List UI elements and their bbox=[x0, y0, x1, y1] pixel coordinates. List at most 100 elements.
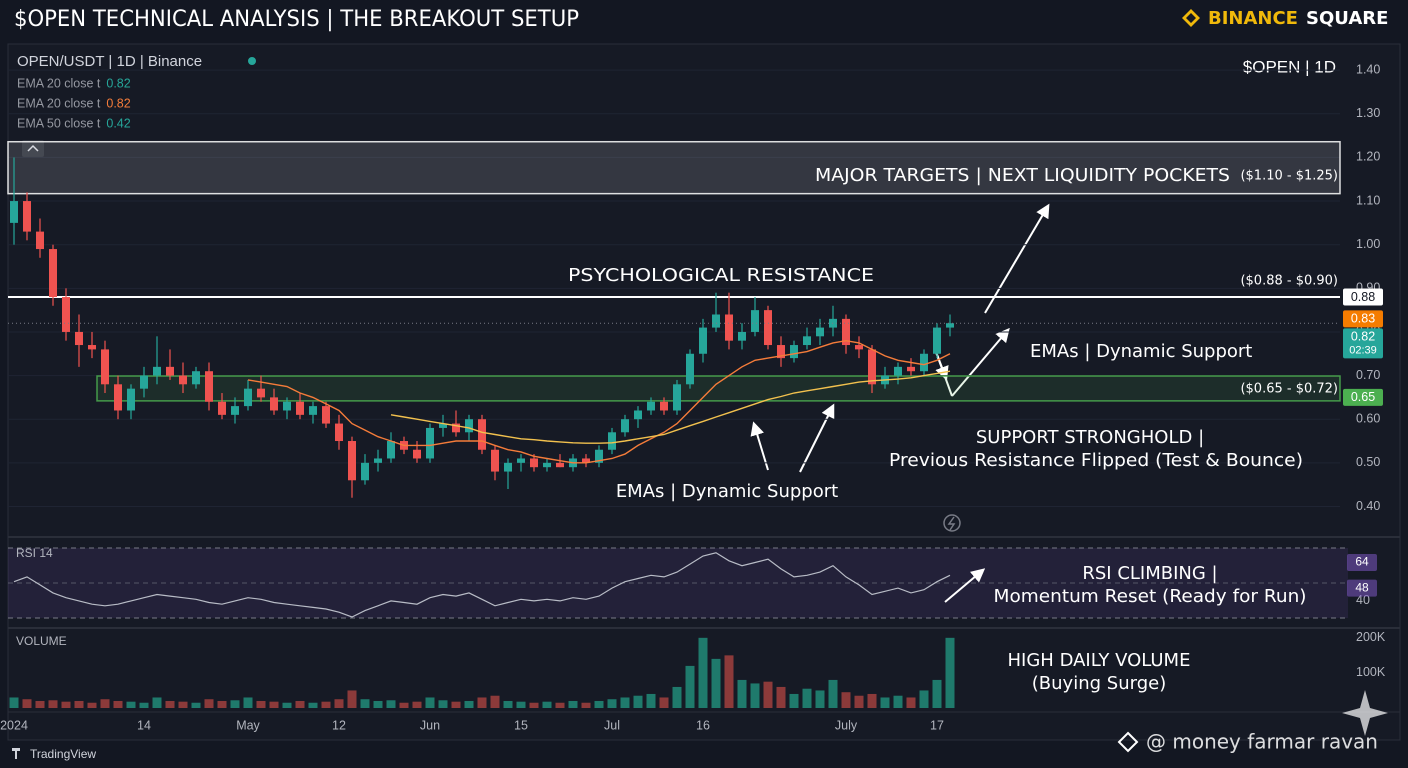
candle-body bbox=[699, 327, 707, 354]
candle-body bbox=[309, 406, 317, 415]
volume-bar bbox=[815, 690, 825, 708]
candle-body bbox=[660, 401, 668, 411]
volume-bar bbox=[282, 702, 292, 708]
volume-bar bbox=[555, 702, 565, 708]
volume-bar bbox=[828, 679, 838, 708]
candle-body bbox=[101, 349, 109, 385]
candle-body bbox=[465, 419, 473, 433]
collapse-button[interactable] bbox=[22, 140, 44, 157]
legend-value: 0.42 bbox=[106, 116, 130, 130]
candle-body bbox=[725, 314, 733, 341]
volume-bar bbox=[48, 700, 58, 708]
sparkle-icon bbox=[1342, 690, 1388, 736]
volume-bar bbox=[126, 701, 136, 708]
annotation: ($0.65 - $0.72) bbox=[1240, 382, 1338, 397]
volume-bar bbox=[178, 701, 188, 708]
price-zone bbox=[7, 140, 1341, 195]
candle-body bbox=[114, 384, 122, 411]
volume-bar bbox=[542, 701, 552, 708]
annotation: PSYCHOLOGICAL RESISTANCE bbox=[568, 265, 874, 286]
volume-bar bbox=[100, 699, 110, 708]
volume-bar bbox=[698, 637, 708, 708]
annotation: SUPPORT STRONGHOLD | bbox=[976, 427, 1204, 448]
symbol-label: $OPEN | 1D bbox=[1243, 57, 1336, 76]
candle-body bbox=[686, 353, 694, 385]
annotation: ($0.88 - $0.90) bbox=[1240, 274, 1338, 289]
volume-bar bbox=[386, 700, 396, 708]
volume-bar bbox=[711, 658, 721, 708]
legend-value: 0.82 bbox=[106, 96, 130, 110]
annotation-arrows bbox=[750, 203, 1050, 603]
volume-bar bbox=[646, 693, 656, 708]
volume-bar bbox=[789, 693, 799, 708]
price-badge bbox=[1343, 310, 1383, 328]
volume-bar bbox=[529, 702, 539, 708]
volume-bar bbox=[399, 702, 409, 708]
rsi-badge bbox=[1347, 579, 1377, 597]
chart-frame bbox=[7, 43, 1401, 741]
x-tick-label: 12 bbox=[332, 718, 346, 732]
volume-bar bbox=[243, 697, 253, 708]
candle-body bbox=[426, 427, 434, 459]
volume-bar bbox=[685, 665, 695, 708]
rsi-line bbox=[13, 552, 951, 618]
volume-bar bbox=[880, 697, 890, 708]
symbol-title: OPEN/USDT | 1D | Binance bbox=[17, 53, 202, 70]
y-tick-label: 100K bbox=[1356, 665, 1386, 679]
annotation: HIGH DAILY VOLUME bbox=[1008, 650, 1191, 671]
candle-body bbox=[231, 406, 239, 415]
x-tick-label: 15 bbox=[514, 718, 528, 732]
volume-bar bbox=[503, 700, 513, 708]
volume-bar bbox=[295, 700, 305, 708]
annotation: Momentum Reset (Ready for Run) bbox=[994, 586, 1307, 607]
collapse-icon bbox=[27, 144, 39, 152]
x-tick-label: 2024 bbox=[0, 718, 28, 732]
volume-bar bbox=[932, 679, 942, 708]
candle-body bbox=[179, 375, 187, 385]
volume-bar bbox=[35, 700, 45, 708]
y-tick-label: 40 bbox=[1356, 593, 1370, 607]
volume-bar bbox=[256, 700, 266, 708]
price-badge bbox=[1343, 388, 1383, 406]
volume-bar bbox=[841, 692, 851, 708]
candle-body bbox=[582, 458, 590, 463]
candle-body bbox=[530, 458, 538, 468]
x-tick-label: 16 bbox=[696, 718, 710, 732]
candle-body bbox=[452, 423, 460, 433]
candle-body bbox=[673, 384, 681, 411]
candle-body bbox=[348, 441, 356, 481]
brand-name: SQUARE bbox=[1306, 8, 1388, 29]
candle-body bbox=[816, 327, 824, 337]
x-tick-label: 14 bbox=[137, 718, 151, 732]
y-tick-label: 0.40 bbox=[1356, 499, 1380, 513]
volume-bar bbox=[22, 699, 32, 708]
candle-body bbox=[621, 419, 629, 433]
candle-body bbox=[608, 432, 616, 450]
candle-body bbox=[75, 331, 83, 346]
volume-bar bbox=[438, 700, 448, 708]
rsi-badge bbox=[1347, 553, 1377, 571]
candle-body bbox=[23, 201, 31, 232]
y-tick-label: 1.30 bbox=[1356, 106, 1380, 120]
volume-bar bbox=[633, 695, 643, 708]
volume-bar bbox=[412, 701, 422, 708]
candle-body bbox=[842, 318, 850, 346]
replay-icon bbox=[947, 516, 956, 531]
annotation: ($1.10 - $1.25) bbox=[1240, 169, 1338, 184]
legend-label: EMA 50 close t bbox=[17, 116, 101, 130]
y-tick-label: 1.10 bbox=[1356, 193, 1380, 207]
x-tick-label: Jun bbox=[420, 718, 440, 732]
candle-body bbox=[517, 458, 525, 463]
page-title: $OPEN TECHNICAL ANALYSIS | THE BREAKOUT … bbox=[14, 7, 579, 32]
volume-bar bbox=[724, 655, 734, 708]
volume-bar bbox=[893, 695, 903, 708]
candle-body bbox=[712, 314, 720, 328]
volume-bar bbox=[269, 701, 279, 708]
candle-body bbox=[790, 345, 798, 359]
candle-body bbox=[946, 323, 954, 328]
candle-body bbox=[803, 336, 811, 346]
y-tick-label: 0.50 bbox=[1356, 455, 1380, 469]
volume-bar bbox=[152, 697, 162, 708]
candle-body bbox=[62, 297, 70, 332]
replay-button[interactable] bbox=[943, 514, 961, 532]
